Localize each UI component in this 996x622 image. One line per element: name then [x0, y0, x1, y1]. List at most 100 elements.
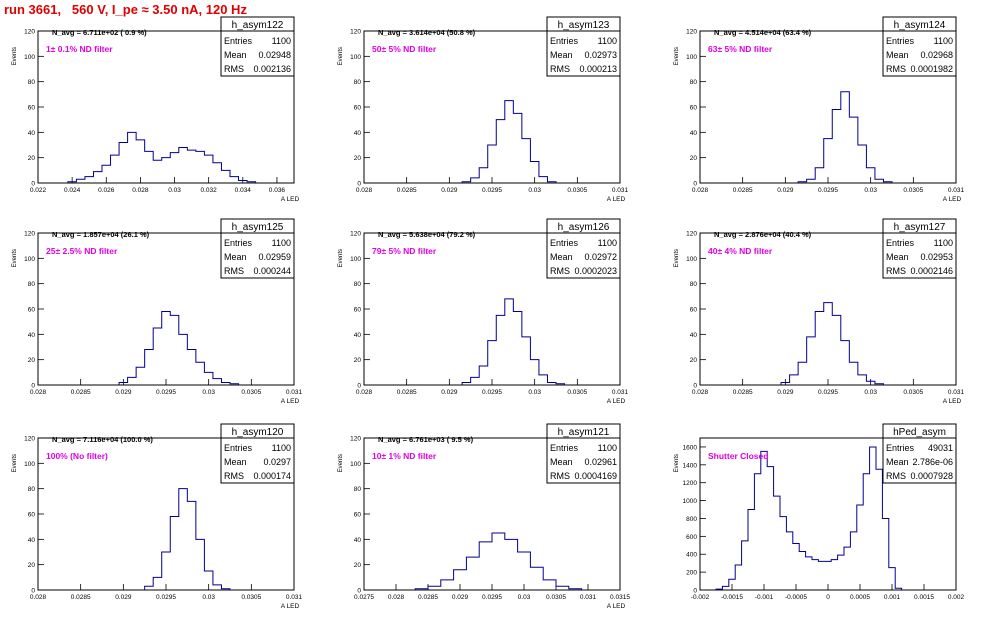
x-tick-label: 0.0295: [818, 389, 838, 396]
y-tick-label: 20: [28, 562, 36, 569]
histogram-bin: [479, 542, 492, 590]
stat-label: Mean: [224, 252, 247, 262]
y-tick-label: 40: [354, 332, 362, 339]
filter-label: 63± 5% ND filter: [708, 44, 773, 54]
x-tick-label: 0.03: [528, 389, 541, 396]
stat-value: 0.02959: [258, 252, 291, 262]
stat-label: Entries: [886, 443, 915, 453]
y-tick-label: 0: [693, 588, 697, 595]
y-tick-label: 400: [686, 552, 697, 559]
histogram-bin: [844, 547, 850, 590]
histogram-line: [118, 311, 240, 385]
y-tick-label: 80: [690, 79, 698, 86]
stat-value: 0.02961: [584, 457, 617, 467]
histogram-bin: [179, 334, 188, 385]
histogram-bin: [522, 337, 531, 385]
x-tick-label: 0.0285: [71, 389, 91, 396]
y-tick-label: 120: [24, 231, 35, 238]
histogram-bin: [196, 362, 205, 385]
histogram-bin: [806, 557, 812, 590]
x-tick-label: 0.031: [286, 594, 303, 601]
histogram-bin: [870, 447, 876, 590]
histogram-panel-h_asym123: 0 20 40 60 80 100 120 0.028 0.0285 0.029 0.0295 0.0…: [338, 16, 629, 203]
histogram-bin: [807, 337, 816, 385]
x-tick-label: 0.029: [441, 389, 458, 396]
x-tick-label: 0.03: [528, 187, 541, 194]
stat-value: 0.002136: [253, 64, 291, 74]
x-tick-label: 0.0285: [418, 594, 438, 601]
stat-value: 0.02968: [920, 50, 953, 60]
stat-label: RMS: [224, 64, 244, 74]
histogram-bin: [496, 120, 505, 183]
y-axis-label: Events: [674, 249, 680, 267]
histogram-bin: [145, 151, 154, 183]
histogram-name: h_asym120: [232, 427, 284, 438]
histogram-bin: [479, 366, 488, 385]
histogram-name: h_asym121: [558, 427, 610, 438]
stat-label: RMS: [886, 471, 906, 481]
y-tick-label: 1600: [683, 444, 698, 451]
histogram-bin: [863, 474, 869, 590]
histogram-bin: [798, 362, 807, 385]
stat-label: RMS: [550, 266, 570, 276]
histogram-bin: [145, 350, 154, 385]
histogram-bin: [213, 585, 222, 590]
x-tick-label: 0.03: [518, 594, 531, 601]
histogram-bin: [162, 158, 171, 183]
y-tick-label: 60: [28, 105, 36, 112]
histogram-bin: [93, 172, 102, 183]
x-tick-label: 0.029: [115, 594, 132, 601]
histogram-line: [461, 298, 566, 385]
histogram-bin: [170, 315, 179, 385]
y-tick-label: 1200: [683, 480, 698, 487]
histogram-bin: [722, 586, 728, 590]
x-tick-label: 0.0305: [241, 389, 261, 396]
histogram-bin: [153, 577, 162, 590]
x-tick-label: 0.03: [864, 389, 877, 396]
x-tick-label: 0.0285: [397, 389, 417, 396]
histogram-bin: [513, 312, 522, 385]
stats-frame: [220, 16, 295, 77]
y-tick-label: 80: [28, 486, 36, 493]
histogram-panel-h_asym122: 0 20 40 60 80 100 120 0.022 0.024 0.026 0.028 0.03 0…: [12, 16, 300, 203]
y-tick-label: 0: [31, 383, 35, 390]
histogram-bin: [441, 580, 454, 590]
x-tick-label: 0.0315: [610, 594, 630, 601]
histogram-bin: [832, 110, 841, 183]
histogram-line: [461, 100, 557, 183]
y-tick-label: 40: [690, 130, 698, 137]
histogram-line: [414, 532, 583, 590]
stat-value: 1100: [598, 36, 617, 46]
x-tick-label: 0.028: [692, 389, 709, 396]
histogram-panel-h_asym124: 0 20 40 60 80 100 120 0.028 0.0285 0.029 0.0295 0.0…: [674, 16, 965, 203]
navg-label: N_avg = 5.638e+04 (79.2 %): [378, 230, 476, 239]
histogram-panel-h_asym121: 0 20 40 60 80 100 120 0.0275 0.028 0.0285 0.029 0.0…: [338, 423, 630, 610]
histogram-bin: [876, 469, 882, 590]
x-tick-label: 0.034: [235, 187, 252, 194]
histogram-bin: [145, 586, 154, 590]
y-tick-label: 80: [354, 281, 362, 288]
y-tick-label: 100: [350, 461, 361, 468]
histogram-bin: [841, 92, 850, 183]
y-tick-label: 1400: [683, 462, 698, 469]
stat-label: Mean: [224, 50, 247, 60]
x-tick-label: 0: [826, 594, 830, 601]
navg-label: N_avg = 6.711e+02 ( 0.9 %): [52, 28, 147, 37]
x-tick-label: 0.024: [64, 187, 81, 194]
y-tick-label: 120: [350, 436, 361, 443]
stats-frame: [546, 16, 621, 77]
histogram-bin: [824, 139, 833, 183]
histogram-bin: [471, 377, 480, 385]
filter-label: 100% (No filter): [46, 451, 108, 461]
stat-value: 0.02948: [258, 50, 291, 60]
histogram-panel-h_asym120: 0 20 40 60 80 100 120 0.028 0.0285 0.029 0.0295 0.0…: [12, 423, 303, 610]
y-tick-label: 0: [693, 383, 697, 390]
histogram-bin: [841, 341, 850, 385]
histogram-bin: [742, 541, 748, 590]
y-tick-label: 80: [28, 281, 36, 288]
y-tick-label: 120: [24, 29, 35, 36]
y-axis-label: Events: [674, 454, 680, 472]
histogram-bin: [496, 315, 505, 385]
stat-label: RMS: [886, 64, 906, 74]
y-tick-label: 60: [354, 307, 362, 314]
